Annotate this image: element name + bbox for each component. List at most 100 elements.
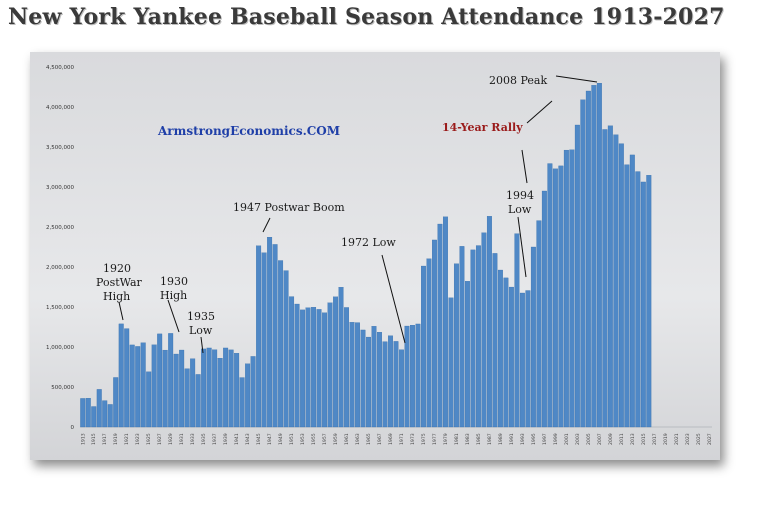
x-tick-label: 2011: [619, 433, 625, 445]
bar: [184, 368, 190, 428]
bar: [497, 269, 503, 428]
bar: [475, 245, 481, 428]
bar: [234, 353, 240, 428]
annotation-1947-postwar-boom: 1947 Postwar Boom: [233, 201, 345, 214]
bar: [140, 342, 146, 428]
x-tick-label: 1969: [388, 433, 394, 445]
bar: [415, 323, 421, 428]
bar: [569, 149, 575, 428]
bar: [162, 349, 168, 428]
annotation-2008-peak: 2008 Peak: [489, 74, 547, 87]
x-tick-label: 1937: [212, 433, 218, 445]
x-tick-label: 2007: [597, 433, 603, 445]
bar: [602, 129, 608, 428]
x-tick-label: 2023: [685, 433, 691, 445]
bar: [217, 358, 223, 428]
bar: [646, 175, 652, 428]
bar: [91, 406, 97, 428]
bar: [591, 85, 597, 428]
annotation-1930-label: 1930: [160, 275, 188, 288]
bar: [179, 349, 185, 428]
annotation-1994-label: 1994: [506, 189, 534, 202]
bar: [432, 239, 437, 428]
bar: [294, 303, 300, 428]
high1920-arrow-line: [118, 301, 124, 321]
bar: [272, 244, 278, 428]
x-tick-label: 1955: [311, 433, 317, 445]
x-tick-label: 1999: [553, 433, 559, 445]
y-tick-label: 0: [71, 425, 75, 431]
high1930-arrow-line: [167, 299, 180, 333]
y-tick-label: 3,000,000: [46, 185, 74, 191]
bar: [228, 349, 234, 428]
x-tick-label: 1915: [91, 433, 97, 445]
bar: [464, 281, 470, 428]
x-tick-label: 2025: [696, 433, 702, 445]
x-tick-label: 1967: [377, 433, 383, 445]
bar: [525, 290, 531, 428]
bar: [355, 322, 360, 428]
bar: [426, 258, 432, 428]
bar: [552, 168, 558, 428]
watermark: ArmstrongEconomics.COM: [157, 124, 340, 138]
y-tick-label: 4,000,000: [46, 105, 74, 111]
bar: [113, 377, 119, 428]
x-tick-label: 1923: [135, 433, 141, 445]
bar: [453, 263, 459, 428]
x-tick-label: 2003: [575, 433, 581, 445]
bar: [503, 277, 509, 428]
x-tick-label: 1963: [355, 433, 361, 445]
x-tick-label: 1987: [487, 433, 493, 445]
bar: [129, 344, 135, 428]
x-tick-label: 1989: [498, 433, 504, 445]
x-tick-label: 1973: [410, 433, 416, 445]
bar: [195, 374, 201, 428]
bar: [250, 356, 256, 428]
annotation-1935-low: Low: [189, 324, 213, 337]
bar: [360, 329, 366, 428]
x-axis: 1913 1915 1917 1919 1921 1923 1925 1927 1929 1931…: [80, 433, 713, 445]
bar: [410, 325, 415, 428]
bar: [168, 333, 174, 428]
x-tick-label: 1995: [531, 433, 537, 445]
x-tick-label: 1927: [157, 433, 163, 445]
bar: [519, 292, 525, 428]
bar: [135, 346, 141, 428]
x-tick-label: 2013: [630, 433, 636, 445]
y-tick-label: 4,500,000: [46, 65, 74, 71]
bar: [640, 181, 646, 428]
bar: [278, 260, 284, 428]
low1994-arrow-line: [517, 216, 527, 278]
bar: [338, 287, 344, 428]
x-tick-label: 2005: [586, 433, 592, 445]
y-tick-label: 2,500,000: [46, 225, 74, 231]
bar: [118, 323, 124, 428]
x-tick-label: 1977: [432, 433, 438, 445]
y-tick-label: 2,000,000: [46, 265, 74, 271]
bar: [256, 245, 262, 428]
bar: [223, 347, 229, 428]
bar: [635, 171, 641, 428]
bar: [470, 249, 476, 428]
bar: [508, 286, 514, 428]
peak-arrow-line: [555, 75, 598, 83]
x-tick-label: 1919: [113, 433, 119, 445]
bar: [585, 90, 591, 428]
x-tick-label: 1981: [454, 433, 460, 445]
bar: [311, 307, 317, 428]
x-tick-label: 1943: [245, 433, 251, 445]
x-tick-label: 2009: [608, 433, 614, 445]
low1972-arrow-line: [381, 254, 406, 344]
bar: [327, 302, 333, 428]
annotation-1972-low: 1972 Low: [341, 236, 396, 249]
x-tick-label: 1953: [300, 433, 306, 445]
x-tick-label: 1961: [344, 433, 350, 445]
bar: [96, 389, 102, 428]
x-tick-label: 1951: [289, 433, 295, 445]
bar: [206, 347, 212, 428]
annotation-14-year-rally: 14-Year Rally: [442, 121, 523, 134]
bar: [289, 296, 295, 428]
x-tick-label: 1971: [399, 433, 405, 445]
x-tick-label: 1997: [542, 433, 548, 445]
